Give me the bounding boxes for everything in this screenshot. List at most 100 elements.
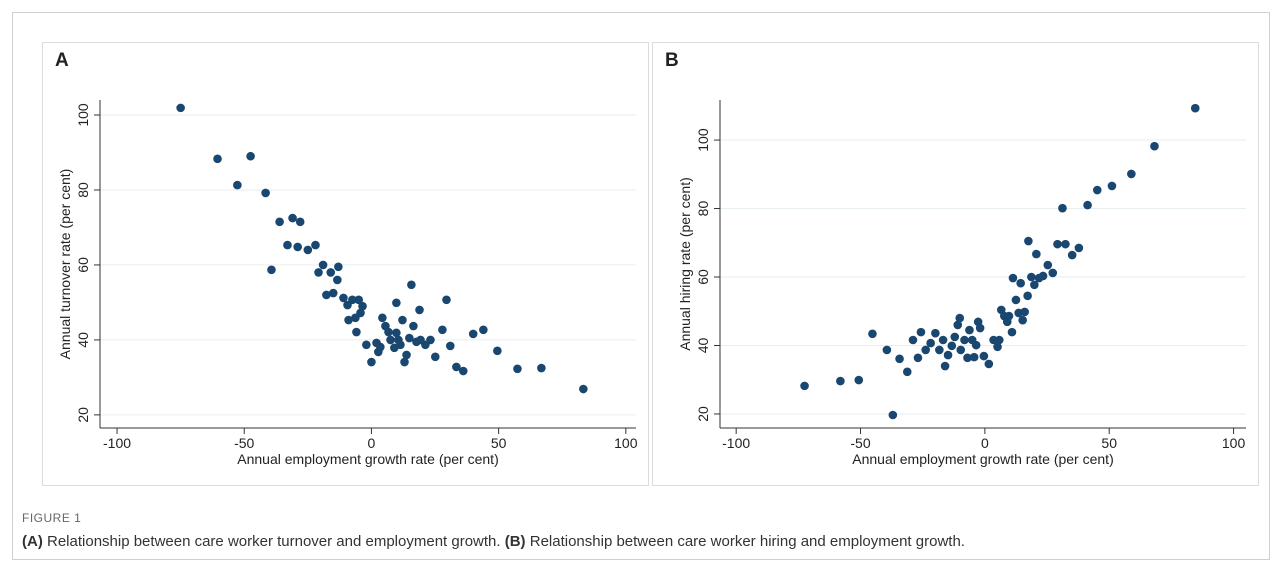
scatter-point	[1190, 103, 1200, 113]
scatter-point	[993, 342, 1002, 352]
scatter-point	[956, 345, 966, 355]
scatter-point	[267, 265, 276, 275]
scatter-point	[1127, 169, 1136, 179]
scatter-point	[367, 357, 376, 367]
scatter-point	[935, 345, 944, 355]
y-tick-label: 60	[695, 269, 711, 285]
caption-text: Relationship between care worker hiring …	[526, 533, 965, 550]
y-tick-label: 40	[695, 337, 711, 353]
scatter-point	[303, 245, 313, 255]
scatter-point	[348, 295, 357, 305]
scatter-point	[947, 341, 957, 351]
y-tick-label: 20	[75, 407, 91, 423]
scatter-point	[318, 260, 328, 270]
scatter-point	[409, 321, 418, 331]
scatter-point	[288, 213, 297, 223]
scatter-point	[392, 298, 401, 308]
scatter-point	[426, 335, 435, 345]
y-axis-label: Annual hiring rate (per cent)	[677, 177, 693, 351]
scatter-point	[493, 346, 502, 356]
scatter-point	[1004, 311, 1014, 321]
scatter-point	[356, 308, 365, 318]
scatter-point	[1007, 327, 1017, 337]
scatter-point	[1027, 272, 1036, 282]
caption-tag: (B)	[505, 533, 526, 550]
scatter-point	[1083, 200, 1092, 210]
scatter-point	[445, 341, 455, 351]
scatter-point	[333, 275, 342, 285]
x-axis-label: Annual employment growth rate (per cent)	[237, 451, 498, 467]
scatter-point	[1107, 181, 1117, 191]
scatter-point	[579, 384, 588, 394]
scatter-point	[513, 364, 522, 374]
scatter-point	[1038, 271, 1048, 281]
scatter-point	[479, 325, 488, 335]
scatter-point	[931, 328, 940, 338]
scatter-point	[921, 345, 930, 355]
figure-caption: (A) Relationship between care worker tur…	[22, 533, 965, 550]
scatter-point	[354, 295, 364, 305]
scatter-point	[955, 313, 965, 323]
scatter-point	[314, 268, 323, 277]
scatter-point	[358, 301, 367, 311]
scatter-point	[1023, 291, 1032, 301]
scatter-point	[960, 335, 969, 345]
scatter-point	[979, 351, 989, 361]
scatter-point	[339, 293, 348, 303]
scatter-point	[1024, 236, 1033, 246]
scatter-point	[344, 315, 353, 325]
scatter-point	[213, 154, 222, 164]
x-tick-label: 50	[491, 435, 507, 451]
scatter-point	[452, 362, 461, 372]
scatter-point	[1011, 295, 1021, 305]
y-tick-label: 100	[695, 128, 711, 152]
scatter-point	[400, 357, 409, 367]
scatter-point	[398, 315, 407, 325]
scatter-point	[943, 350, 953, 360]
y-tick-label: 100	[75, 103, 91, 127]
scatter-point	[940, 361, 950, 371]
y-tick-label: 40	[75, 332, 91, 348]
scatter-point	[396, 340, 405, 350]
scatter-point	[392, 328, 401, 338]
scatter-point	[950, 332, 960, 342]
y-tick-label: 20	[695, 406, 711, 422]
scatter-point	[415, 305, 424, 315]
x-tick-label: -100	[722, 435, 750, 451]
scatter-point	[926, 338, 935, 348]
x-tick-label: 0	[368, 435, 376, 451]
scatter-point	[916, 327, 926, 337]
scatter-point	[965, 325, 974, 335]
scatter-point	[1074, 243, 1084, 253]
scatter-point	[984, 359, 994, 369]
scatter-point	[1020, 307, 1029, 317]
scatter-point	[438, 325, 447, 335]
scatter-point	[1067, 250, 1077, 260]
scatter-point	[1032, 249, 1041, 259]
scatter-point	[328, 288, 338, 298]
scatter-point	[913, 353, 923, 363]
scatter-point	[1061, 239, 1070, 249]
y-axis-label: Annual turnover rate (per cent)	[57, 169, 73, 360]
scatter-point	[378, 313, 387, 323]
scatter-point	[938, 335, 948, 345]
x-tick-label: 100	[1222, 435, 1246, 451]
scatter-point	[384, 327, 393, 337]
scatter-point	[293, 242, 302, 252]
scatter-point	[402, 350, 411, 360]
caption-text: Relationship between care worker turnove…	[43, 533, 505, 550]
panel-frame	[42, 42, 649, 486]
x-tick-label: 50	[1101, 435, 1117, 451]
scatter-point	[311, 240, 320, 250]
scatter-point	[1150, 141, 1159, 151]
x-tick-label: -50	[850, 435, 870, 451]
scatter-point	[352, 327, 361, 337]
scatter-point	[971, 340, 981, 350]
scatter-point	[442, 295, 451, 305]
scatter-point	[994, 335, 1004, 345]
scatter-point	[468, 329, 478, 339]
x-tick-label: 0	[981, 435, 989, 451]
scatter-point	[1030, 280, 1039, 290]
scatter-point	[261, 188, 270, 198]
